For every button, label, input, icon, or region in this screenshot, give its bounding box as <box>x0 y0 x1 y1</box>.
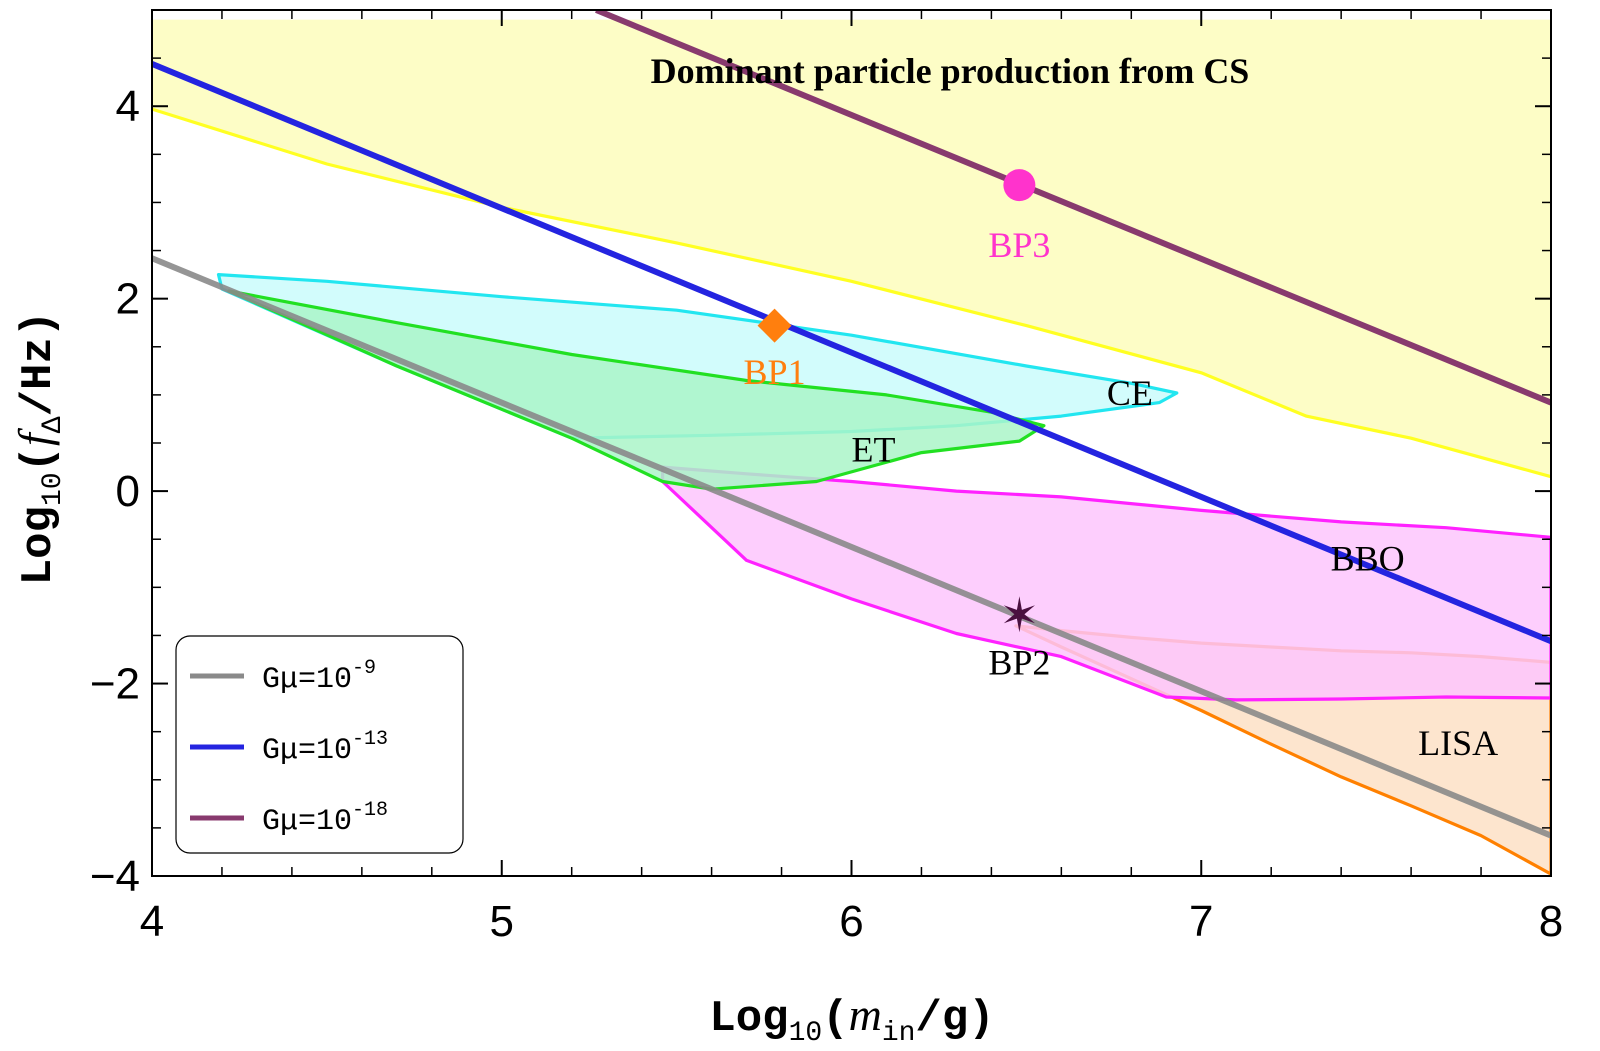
x-axis-title-open: ( <box>822 994 848 1044</box>
series-line-gmu18 <box>595 10 1551 406</box>
legend-label-gmu13: Gμ=10-13 <box>262 728 388 768</box>
chart-points <box>757 169 1036 633</box>
point-bp3-label: BP3 <box>988 225 1050 265</box>
y-axis-title-open: ( <box>14 446 64 472</box>
chart-regions <box>152 19 1551 876</box>
y-axis-title-main: Log <box>14 506 64 585</box>
x-tick-label: 4 <box>140 897 164 946</box>
y-axis-title-varsub: Δ <box>38 416 69 433</box>
x-axis-title-var: m <box>849 989 882 1040</box>
region-et <box>227 289 1046 491</box>
y-tick-label: −2 <box>90 660 140 709</box>
point-bp1-label: BP1 <box>744 352 806 392</box>
x-axis-title-main: Log <box>709 994 788 1044</box>
region-yellow-boundary <box>152 107 1551 479</box>
series-line-gmu13 <box>152 61 1551 644</box>
chart-title: Dominant particle production from CS <box>651 51 1250 91</box>
point-bp2-marker <box>1003 596 1035 633</box>
chart-series <box>152 10 1551 839</box>
region-label-et: ET <box>852 430 896 470</box>
x-axis-title: Log10(min/g) <box>709 989 994 1049</box>
y-tick-label: 0 <box>116 467 140 516</box>
y-tick-label: −4 <box>90 852 140 901</box>
legend-label-gmu18: Gμ=10-18 <box>262 799 388 839</box>
y-tick-label: 2 <box>116 275 140 324</box>
point-bp1-marker <box>757 308 792 343</box>
x-tick-label: 6 <box>839 897 863 946</box>
y-axis-title: Log10(fΔ/Hz) <box>9 311 69 585</box>
y-axis-title-sub: 10 <box>38 472 69 506</box>
chart-labels: BP1 BP2 BP3 CE ET BBO LISA <box>744 225 1499 763</box>
x-axis-title-varsub: in <box>882 1018 916 1049</box>
x-axis-title-rest: /g) <box>915 994 994 1044</box>
point-bp3-marker <box>1003 169 1036 202</box>
region-label-lisa: LISA <box>1418 723 1498 763</box>
point-bp2-label: BP2 <box>988 642 1050 682</box>
x-tick-label: 5 <box>490 897 514 946</box>
series-line-gmu9 <box>152 255 1551 839</box>
region-label-bbo: BBO <box>1331 538 1405 578</box>
axis-ticks: 4 5 6 7 8 −4 −2 0 2 4 <box>90 9 1563 946</box>
y-tick-label: 4 <box>116 82 140 131</box>
region-bbo <box>661 465 1551 702</box>
region-label-ce: CE <box>1107 373 1153 413</box>
x-axis-title-sub: 10 <box>789 1018 823 1049</box>
legend-box <box>175 635 464 854</box>
x-tick-label: 7 <box>1189 897 1213 946</box>
legend: Gμ=10-9 Gμ=10-13 Gμ=10-18 <box>175 635 464 854</box>
legend-label-gmu9: Gμ=10-9 <box>262 657 376 697</box>
y-axis-title-rest: /Hz) <box>14 311 64 417</box>
region-dominant-particle-production-from-cs <box>152 19 1551 477</box>
x-tick-label: 8 <box>1539 897 1563 946</box>
